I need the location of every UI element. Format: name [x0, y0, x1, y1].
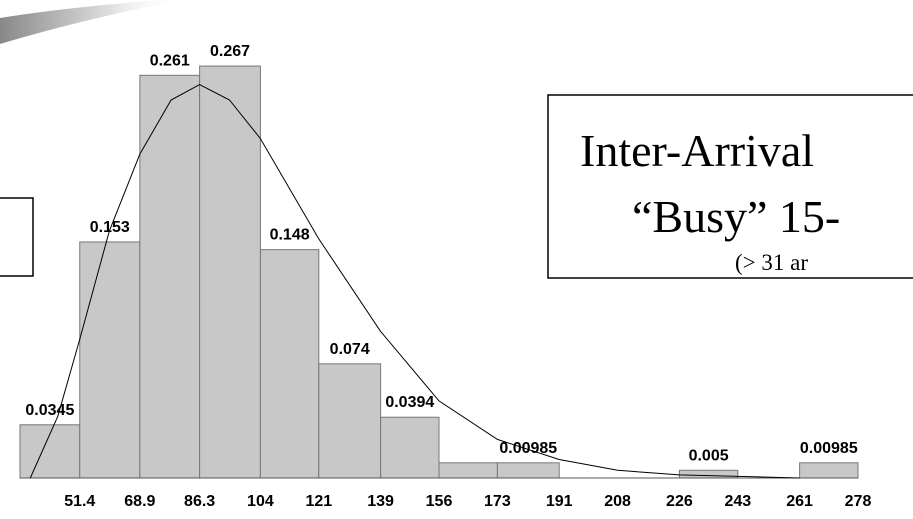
bar [79, 241, 141, 479]
x-tick-label: 226 [666, 493, 693, 510]
bar [139, 74, 201, 479]
bar [678, 469, 739, 479]
title-line: Inter-Arrival [580, 125, 814, 176]
subtitle: (> 31 ar [735, 250, 808, 275]
value-label: 0.00985 [499, 440, 557, 457]
x-tick-label: 139 [367, 493, 394, 510]
x-tick-label: 121 [305, 493, 332, 510]
title-line: “Busy” 15- [632, 191, 840, 242]
x-tick-label: 243 [724, 493, 751, 510]
x-tick-label: 104 [247, 493, 274, 510]
bar [799, 462, 859, 479]
bar [496, 462, 560, 479]
x-tick-label: 156 [426, 493, 453, 510]
bar [318, 363, 382, 479]
value-label: 0.0345 [25, 402, 74, 419]
side-box [0, 197, 34, 277]
value-label: 0.261 [150, 52, 190, 69]
title-box [547, 94, 913, 279]
x-tick-label: 86.3 [184, 493, 215, 510]
bar [259, 249, 320, 479]
value-label: 0.00985 [800, 440, 858, 457]
bar [380, 416, 440, 479]
x-tick-label: 191 [546, 493, 573, 510]
plot: 51.4 68.9 86.3 104 121 139 156 173 191 208 226 243 2… [19, 43, 872, 510]
x-tick-label: 51.4 [64, 493, 95, 510]
value-label: 0.074 [330, 341, 370, 358]
bar [199, 65, 261, 479]
x-tick-label: 68.9 [124, 493, 155, 510]
x-tick-label: 173 [484, 493, 511, 510]
fit-curve [29, 84, 800, 479]
value-label: 0.148 [270, 227, 310, 244]
x-tick-label: 261 [786, 493, 813, 510]
value-label: 0.0394 [385, 394, 434, 411]
x-tick-label: 278 [845, 493, 872, 510]
bar [438, 462, 498, 479]
value-label: 0.005 [689, 447, 729, 464]
x-tick-label: 208 [604, 493, 631, 510]
decor-swoosh [0, 0, 180, 44]
value-label: 0.267 [210, 43, 250, 60]
bar [19, 424, 81, 479]
value-label: 0.153 [90, 219, 130, 236]
